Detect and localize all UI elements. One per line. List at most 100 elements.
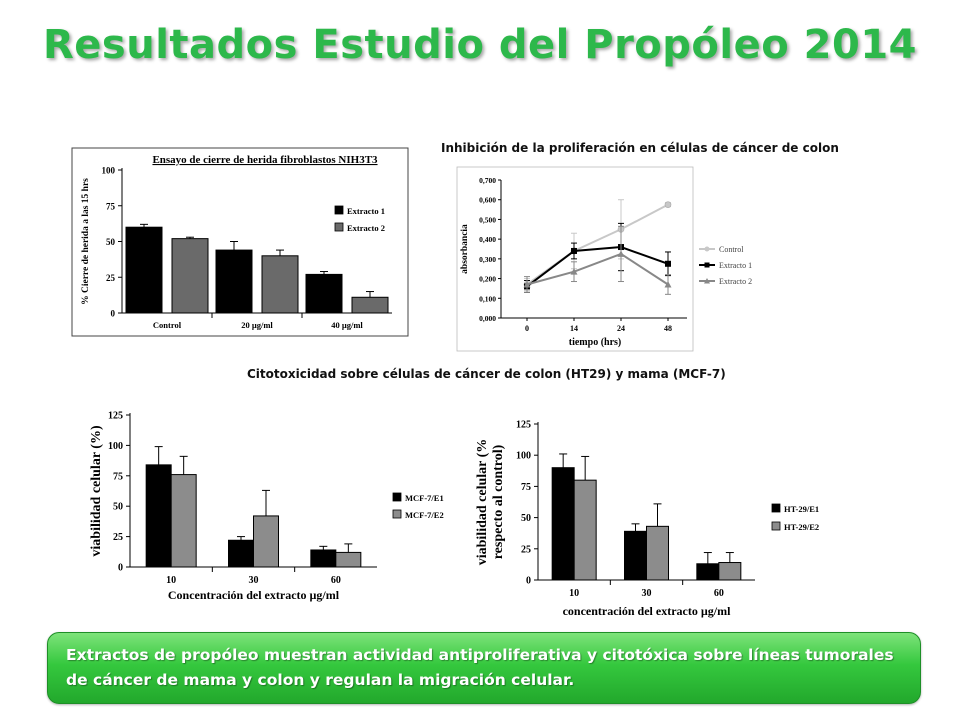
y-tick-label: 75 bbox=[106, 201, 116, 211]
proliferation-caption: Inhibición de la proliferación en célula… bbox=[441, 141, 839, 155]
y-tick-label: 0 bbox=[111, 309, 116, 319]
legend-label: HT-29/E2 bbox=[784, 522, 819, 532]
summary-text: Extractos de propóleo muestran actividad… bbox=[66, 646, 894, 689]
legend-label: Extracto 1 bbox=[347, 206, 385, 216]
x-axis-label: tiempo (hrs) bbox=[569, 337, 622, 348]
bar bbox=[718, 562, 742, 581]
bar bbox=[171, 238, 209, 314]
bar bbox=[646, 525, 669, 581]
bar bbox=[253, 515, 279, 568]
bar bbox=[310, 549, 337, 568]
y-axis-label: absorbancia bbox=[460, 224, 470, 274]
bar bbox=[145, 464, 172, 568]
x-tick-label: 14 bbox=[570, 324, 578, 333]
cytotoxicity-caption: Citotoxicidad sobre células de cáncer de… bbox=[247, 367, 726, 381]
data-point bbox=[664, 280, 672, 288]
legend-label: Control bbox=[719, 245, 744, 254]
legend-label: HT-29/E1 bbox=[784, 504, 819, 514]
x-axis-label: Concentración del extracto µg/ml bbox=[168, 588, 340, 602]
legend-swatch bbox=[771, 503, 781, 513]
series-line bbox=[526, 203, 669, 286]
legend-label: Extracto 2 bbox=[347, 223, 385, 233]
y-tick-label: 50 bbox=[521, 513, 531, 524]
y-tick-label: 0,600 bbox=[479, 196, 496, 205]
summary-banner: Extractos de propóleo muestran actividad… bbox=[47, 632, 921, 704]
x-tick-label: 30 bbox=[642, 588, 652, 599]
x-tick-label: 24 bbox=[617, 324, 625, 333]
bar bbox=[551, 467, 575, 581]
bar bbox=[573, 479, 597, 581]
legend-swatch bbox=[392, 492, 402, 502]
bar bbox=[261, 255, 299, 314]
data-point bbox=[523, 280, 531, 288]
page-title: Resultados Estudio del Propóleo 2014 bbox=[43, 22, 917, 68]
data-point bbox=[617, 250, 625, 257]
y-tick-label: 125 bbox=[516, 420, 531, 431]
x-tick-label: 48 bbox=[664, 324, 672, 333]
y-axis-label: % Cierre de herida a las 15 hrs bbox=[81, 178, 91, 305]
y-axis-label: viabilidad celular (%) bbox=[89, 425, 104, 557]
y-axis-label: respecto al control) bbox=[491, 444, 506, 559]
legend-marker bbox=[704, 278, 710, 284]
y-tick-label: 0,200 bbox=[479, 275, 496, 284]
x-tick-label: 40 µg/ml bbox=[331, 320, 363, 330]
data-point bbox=[665, 260, 671, 267]
y-tick-label: 0,400 bbox=[479, 235, 496, 244]
proliferation-chart: 0,000 0,100 0,200 0,300 0,400 0,500 0,600 0,700… bbox=[456, 166, 752, 352]
legend-swatch bbox=[334, 205, 344, 215]
y-tick-label: 0 bbox=[118, 563, 123, 574]
y-tick-label: 75 bbox=[521, 482, 531, 493]
bar bbox=[305, 273, 343, 314]
y-tick-label: 100 bbox=[108, 441, 123, 452]
y-axis-label: viabilidad celular (% bbox=[475, 439, 490, 566]
bar bbox=[125, 226, 163, 314]
y-tick-label: 50 bbox=[106, 237, 116, 247]
bar bbox=[351, 296, 389, 314]
series-line bbox=[526, 246, 669, 288]
y-tick-label: 100 bbox=[102, 166, 116, 176]
y-tick-label: 0,000 bbox=[479, 314, 496, 323]
wound-healing-chart: Ensayo de cierre de herida fibroblastos … bbox=[71, 147, 409, 337]
bar bbox=[624, 530, 647, 581]
x-tick-label: 0 bbox=[525, 324, 529, 333]
legend-swatch bbox=[392, 509, 402, 519]
chart-title: Ensayo de cierre de herida fibroblastos … bbox=[152, 154, 378, 166]
legend-label: MCF-7/E1 bbox=[405, 493, 444, 503]
legend-swatch bbox=[771, 521, 781, 531]
x-tick-label: 20 µg/ml bbox=[241, 320, 273, 330]
legend-label: MCF-7/E2 bbox=[405, 510, 444, 520]
y-tick-label: 0 bbox=[526, 576, 531, 587]
bar bbox=[228, 539, 254, 568]
mcf7-viability-chart: 0 25 50 75 100 125 10 30 60 viabilidad celular (%… bbox=[89, 411, 444, 603]
plot-frame bbox=[71, 147, 409, 337]
y-tick-label: 0,300 bbox=[479, 255, 496, 264]
y-tick-label: 0,500 bbox=[479, 215, 496, 224]
legend-label: Extracto 1 bbox=[719, 261, 752, 270]
series-line bbox=[526, 252, 669, 286]
data-point bbox=[664, 201, 672, 208]
bar bbox=[215, 249, 253, 314]
x-tick-label: Control bbox=[153, 320, 182, 330]
y-tick-label: 25 bbox=[106, 273, 116, 283]
legend-marker bbox=[704, 246, 710, 252]
y-tick-label: 100 bbox=[516, 451, 531, 462]
x-tick-label: 30 bbox=[249, 575, 259, 586]
bar bbox=[170, 474, 197, 568]
y-tick-label: 75 bbox=[113, 471, 123, 482]
x-tick-label: 10 bbox=[166, 575, 176, 586]
legend-label: Extracto 2 bbox=[719, 277, 752, 286]
y-tick-label: 25 bbox=[113, 532, 123, 543]
x-tick-label: 60 bbox=[714, 588, 724, 599]
x-tick-label: 60 bbox=[331, 575, 341, 586]
y-tick-label: 0,100 bbox=[479, 294, 496, 303]
y-tick-label: 50 bbox=[113, 502, 123, 513]
data-point bbox=[571, 247, 577, 254]
y-tick-label: 125 bbox=[108, 411, 123, 422]
bar bbox=[335, 551, 362, 568]
legend-marker bbox=[704, 262, 710, 268]
y-tick-label: 25 bbox=[521, 544, 531, 555]
data-point bbox=[570, 268, 578, 275]
plot-frame bbox=[456, 166, 694, 352]
bar bbox=[696, 563, 720, 581]
x-tick-label: 10 bbox=[569, 588, 579, 599]
